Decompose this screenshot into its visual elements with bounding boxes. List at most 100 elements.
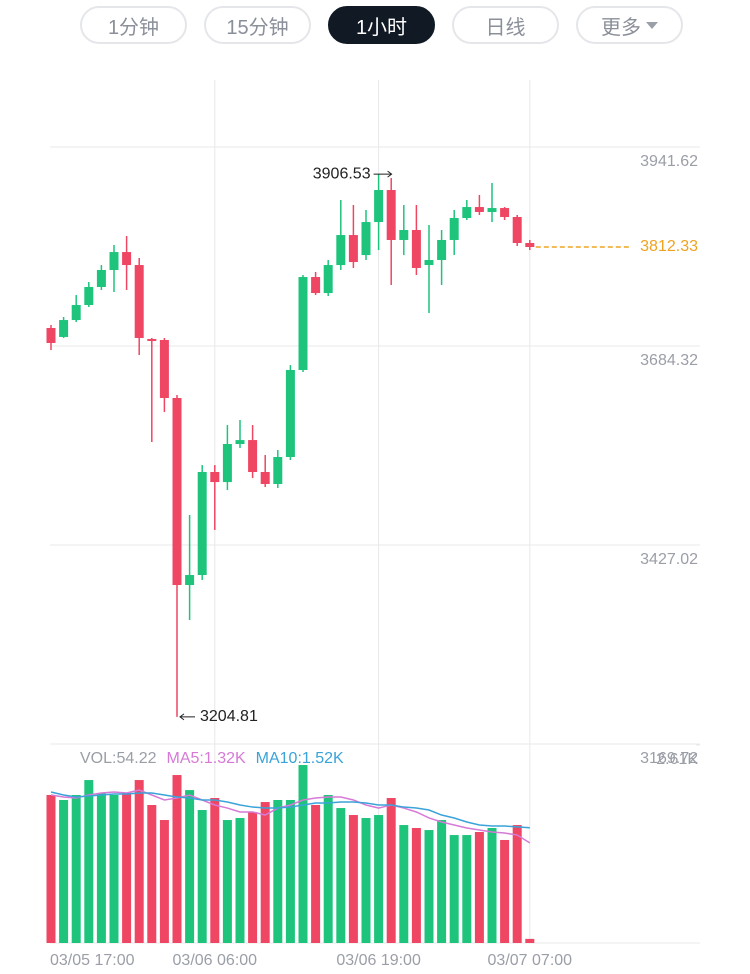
candle-body [424,260,434,266]
candle-body [71,305,81,321]
volume-bar [323,794,333,943]
candle-body [512,217,522,243]
volume-bar [185,790,195,943]
interval-tab[interactable]: 1分钟 [80,6,187,44]
volume-bar [487,827,497,943]
candle-body [185,575,195,586]
tab-label: 1小时 [355,16,408,39]
volume-bar [260,802,270,943]
volume-bar [71,794,81,943]
candle-body [248,440,258,473]
candle-body [59,320,69,337]
candle-body [411,230,421,268]
candle-body [172,397,182,586]
candle-body [348,235,358,263]
candle-body [84,287,94,306]
candle-body [474,207,484,212]
candle-body [260,472,270,484]
candle-body [487,208,497,212]
volume-bar [197,810,207,943]
volume-bar [399,825,409,943]
candle-body [159,339,169,398]
candle-body [273,457,283,484]
volume-bar [449,835,459,943]
volume-bar [46,794,56,943]
volume-bar [462,835,472,943]
legend-entry: MA5:1.32K [167,750,246,767]
volume-bar [235,817,245,943]
volume-bar [147,805,157,943]
candle-body [298,277,308,370]
volume-bar [474,832,484,943]
candle-body [46,327,56,343]
candle-body [134,265,144,338]
volume-bar [248,811,258,943]
x-tick-label: 03/05 17:00 [50,952,135,969]
volume-bar [298,765,308,943]
interval-tab[interactable]: 日线 [452,6,559,44]
candle-body [122,252,132,266]
ma-line [50,789,531,844]
last-price-label: 3812.33 [640,238,698,255]
volume-legend: VOL:54.22 MA5:1.32K MA10:1.52K [80,750,344,767]
high-arrow [373,170,393,178]
volume-bar [374,815,384,943]
volume-bar [500,839,510,943]
tab-label: 日线 [485,16,526,39]
low-label: 3204.81 [200,708,258,725]
x-tick-label: 03/06 19:00 [336,952,421,969]
candle-body [147,338,157,341]
volume-bar [525,938,535,943]
candle-body [96,269,106,288]
volume-tick-label: 2.61K [656,751,698,768]
volume-bar [311,805,321,943]
volume-bar [411,827,421,943]
candle-body [374,190,384,223]
tab-label: 更多 [601,16,641,39]
interval-tab[interactable]: 更多 [576,6,683,44]
volume-bar [84,780,94,943]
candle-body [361,222,371,256]
candle-body [437,239,447,261]
tab-label: 1分钟 [107,16,160,39]
volume-bar [273,800,283,943]
low-arrow [179,713,195,721]
candle-body [222,444,232,483]
dropdown-caret [646,21,658,29]
interval-tab[interactable]: 1小时 [328,6,435,44]
y-tick-label: 3684.32 [640,352,698,369]
y-tick-label: 3427.02 [640,551,698,568]
high-label: 3906.53 [313,165,371,182]
volume-bar [336,808,346,943]
candle-body [311,277,321,294]
volume-bar [348,815,358,943]
candle-body [449,218,459,240]
interval-tabs: 1分钟 15分钟 1小时 日线 更多 [80,6,683,44]
x-tick-label: 03/06 06:00 [173,952,258,969]
tab-label: 15分钟 [226,16,289,39]
candle-body [500,208,510,218]
volume-bar [96,793,106,943]
y-tick-label: 3169.72 [640,750,698,767]
volume-bar [210,798,220,943]
volume-bar [424,830,434,943]
volume-bar [172,775,182,943]
candle-body [323,265,333,294]
candle-body [386,190,396,240]
candle-body [285,369,295,458]
volume-bar [159,820,169,943]
volume-bar [59,800,69,943]
candle-body [399,230,409,240]
volume-bar [437,820,447,943]
volume-bar [134,780,144,943]
volume-bar [285,800,295,943]
volume-bar [109,794,119,943]
candle-body [109,252,119,270]
candle-body [197,472,207,576]
interval-tab[interactable]: 15分钟 [204,6,311,44]
candle-body [462,207,472,219]
volume-bar [122,793,132,943]
x-tick-label: 03/07 07:00 [488,952,573,969]
